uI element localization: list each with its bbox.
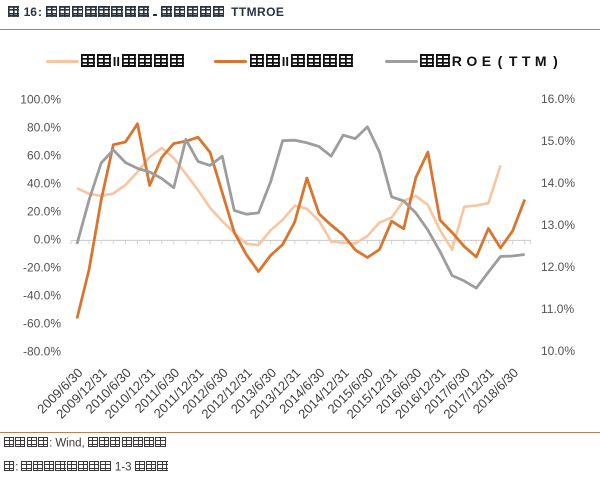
svg-text:80.0%: 80.0% [27, 121, 61, 135]
svg-text:16.0%: 16.0% [541, 92, 575, 106]
svg-text:-40.0%: -40.0% [23, 289, 61, 303]
svg-text:-80.0%: -80.0% [23, 345, 61, 359]
svg-text:0.0%: 0.0% [34, 233, 62, 247]
svg-text:14.0%: 14.0% [541, 176, 575, 190]
svg-text:12.0%: 12.0% [541, 260, 575, 274]
svg-text:40.0%: 40.0% [27, 177, 61, 191]
svg-text:10.0%: 10.0% [541, 344, 575, 358]
svg-text:-60.0%: -60.0% [23, 317, 61, 331]
svg-text:60.0%: 60.0% [27, 149, 61, 163]
svg-text:-20.0%: -20.0% [23, 261, 61, 275]
svg-text:13.0%: 13.0% [541, 218, 575, 232]
svg-text:11.0%: 11.0% [541, 302, 574, 316]
svg-text:15.0%: 15.0% [541, 134, 575, 148]
svg-text:100.0%: 100.0% [20, 93, 61, 107]
svg-text:20.0%: 20.0% [27, 205, 61, 219]
